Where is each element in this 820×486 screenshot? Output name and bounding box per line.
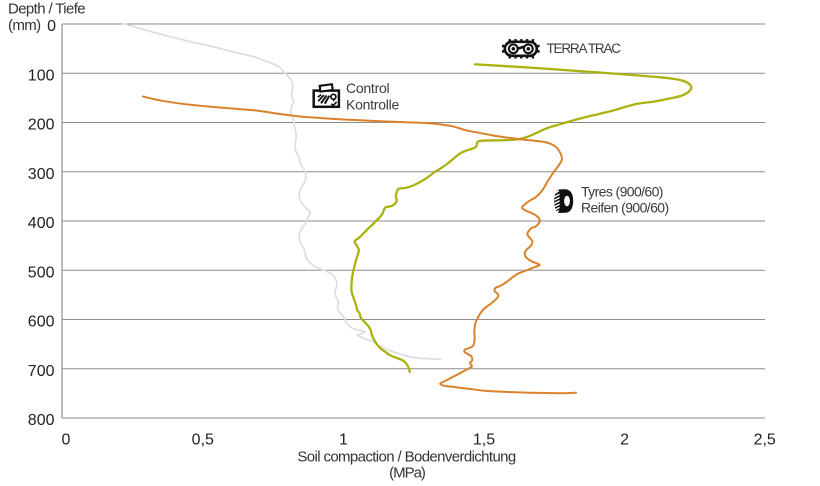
- svg-text:2: 2: [620, 431, 629, 448]
- svg-text:(mm): (mm): [8, 17, 41, 34]
- svg-text:Control: Control: [346, 80, 390, 96]
- svg-text:700: 700: [28, 363, 55, 380]
- svg-text:800: 800: [28, 412, 55, 429]
- svg-text:(MPa): (MPa): [389, 465, 426, 482]
- svg-text:Tyres (900/60): Tyres (900/60): [581, 184, 663, 200]
- svg-text:Depth / Tiefe: Depth / Tiefe: [8, 1, 85, 18]
- svg-text:0: 0: [62, 431, 71, 448]
- svg-text:200: 200: [28, 117, 55, 134]
- svg-text:500: 500: [28, 264, 55, 281]
- svg-text:Reifen (900/60): Reifen (900/60): [581, 200, 669, 216]
- svg-text:600: 600: [28, 314, 55, 331]
- svg-text:100: 100: [28, 68, 55, 85]
- svg-text:0,5: 0,5: [192, 431, 214, 448]
- svg-text:1,5: 1,5: [473, 431, 495, 448]
- svg-text:2,5: 2,5: [754, 431, 776, 448]
- svg-text:1: 1: [339, 431, 348, 448]
- svg-text:300: 300: [28, 166, 55, 183]
- svg-text:Kontrolle: Kontrolle: [346, 97, 399, 113]
- svg-text:0: 0: [47, 18, 56, 35]
- svg-text:400: 400: [28, 215, 55, 232]
- svg-text:Soil compaction / Bodenverdich: Soil compaction / Bodenverdichtung: [297, 449, 516, 466]
